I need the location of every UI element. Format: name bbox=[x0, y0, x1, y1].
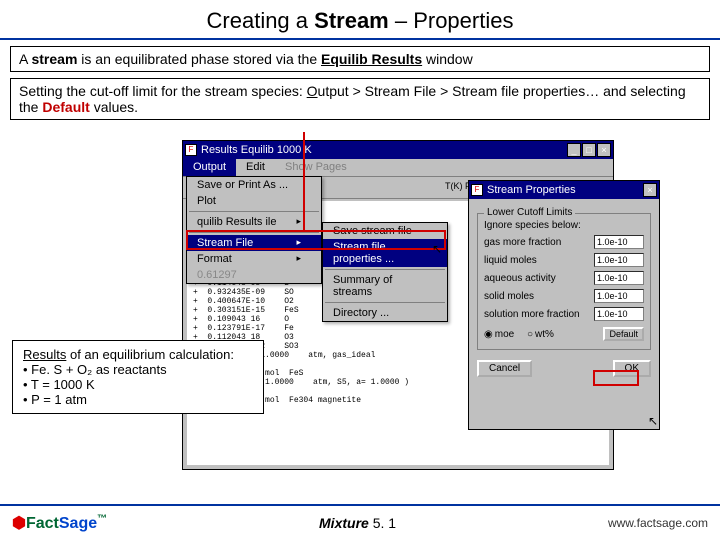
sp-input-aq[interactable] bbox=[594, 271, 644, 285]
sp-label-soln: solution more fraction bbox=[484, 309, 580, 320]
stream-submenu: Save stream file Stream file properties … bbox=[322, 222, 448, 322]
footer-center: Mixture 5. 1 bbox=[319, 515, 396, 531]
title-suffix: – Properties bbox=[389, 8, 514, 33]
dd-summary[interactable]: Summary of streams bbox=[323, 272, 447, 300]
dd-sep4 bbox=[325, 302, 445, 303]
sp-label-gas: gas more fraction bbox=[484, 237, 561, 248]
minimize-button[interactable]: _ bbox=[567, 143, 581, 157]
menu-output[interactable]: Output bbox=[183, 159, 236, 176]
slide-title: Creating a Stream – Properties bbox=[0, 0, 720, 40]
callout-b2: • T = 1000 K bbox=[23, 377, 253, 392]
dd-directory[interactable]: Directory ... bbox=[323, 305, 447, 321]
dd-save-stream[interactable]: Save stream file bbox=[323, 223, 447, 239]
sp-label-aq: aqueous activity bbox=[484, 273, 556, 284]
stream-properties-dialog: F Stream Properties × Lower Cutoff Limit… bbox=[468, 180, 660, 430]
callout-b3: • P = 1 atm bbox=[23, 392, 253, 407]
output-dropdown: Save or Print As ... Plot quilib Results… bbox=[186, 176, 322, 284]
dd-equilib-results[interactable]: quilib Results ile bbox=[187, 214, 321, 230]
footer: ⬢FactSage™ Mixture 5. 1 www.factsage.com bbox=[0, 504, 720, 540]
connector-anchor bbox=[303, 132, 305, 134]
app-icon: F bbox=[185, 144, 197, 156]
dd-last: 0.61297 bbox=[187, 267, 321, 283]
sp-group-limits: Lower Cutoff Limits Ignore species below… bbox=[477, 213, 651, 350]
sp-titlebar: F Stream Properties × bbox=[469, 181, 659, 199]
menu-show-pages[interactable]: Show Pages bbox=[275, 159, 357, 176]
sp-cancel-button[interactable]: Cancel bbox=[477, 360, 532, 377]
sp-input-gas[interactable] bbox=[594, 235, 644, 249]
dd-stream-props[interactable]: Stream file properties ... bbox=[323, 239, 447, 267]
menubar: Output Edit Show Pages bbox=[183, 159, 613, 177]
dd-sep2 bbox=[189, 232, 319, 233]
cursor-icon-2: ↖ bbox=[648, 414, 658, 428]
sp-title: Stream Properties bbox=[483, 184, 642, 196]
dd-sep1 bbox=[189, 211, 319, 212]
title-prefix: Creating a bbox=[207, 8, 315, 33]
title-bold: Stream bbox=[314, 8, 389, 33]
sp-default-button[interactable]: Default bbox=[603, 327, 644, 341]
sp-input-soln[interactable] bbox=[594, 307, 644, 321]
maximize-button[interactable]: □ bbox=[582, 143, 596, 157]
dd-stream-file[interactable]: Stream File bbox=[187, 235, 321, 251]
sp-label-solid: solid moles bbox=[484, 291, 534, 302]
close-button[interactable]: × bbox=[597, 143, 611, 157]
footer-url: www.factsage.com bbox=[608, 516, 708, 530]
dd-sep3 bbox=[325, 269, 445, 270]
sp-subtitle: Ignore species below: bbox=[484, 220, 644, 231]
info-box-instructions: Setting the cut-off limit for the stream… bbox=[10, 78, 710, 120]
sp-icon: F bbox=[471, 184, 483, 196]
sp-input-solid[interactable] bbox=[594, 289, 644, 303]
dd-plot[interactable]: Plot bbox=[187, 193, 321, 209]
callout-b1: • Fe. S + O₂ as reactants bbox=[23, 362, 253, 377]
logo: ⬢FactSage™ bbox=[12, 513, 107, 533]
cursor-icon-1: ↖ bbox=[432, 242, 442, 256]
dd-save-print[interactable]: Save or Print As ... bbox=[187, 177, 321, 193]
sp-radio-moe[interactable]: ◉ moe bbox=[484, 329, 514, 340]
results-callout: Results of an equilibrium calculation: •… bbox=[12, 340, 264, 414]
sp-close-button[interactable]: × bbox=[643, 183, 657, 197]
dd-format[interactable]: Format bbox=[187, 251, 321, 267]
results-titlebar: F Results Equilib 1000 K _ □ × bbox=[183, 141, 613, 159]
info-box-stream-def: A stream is an equilibrated phase stored… bbox=[10, 46, 710, 72]
sp-ok-button[interactable]: OK bbox=[613, 360, 651, 377]
sp-label-liq: liquid moles bbox=[484, 255, 537, 266]
sp-group-title: Lower Cutoff Limits bbox=[484, 207, 575, 218]
results-title: Results Equilib 1000 K bbox=[197, 144, 566, 156]
sp-input-liq[interactable] bbox=[594, 253, 644, 267]
menu-edit[interactable]: Edit bbox=[236, 159, 275, 176]
sp-radio-wt[interactable]: ○ wt% bbox=[527, 329, 554, 340]
